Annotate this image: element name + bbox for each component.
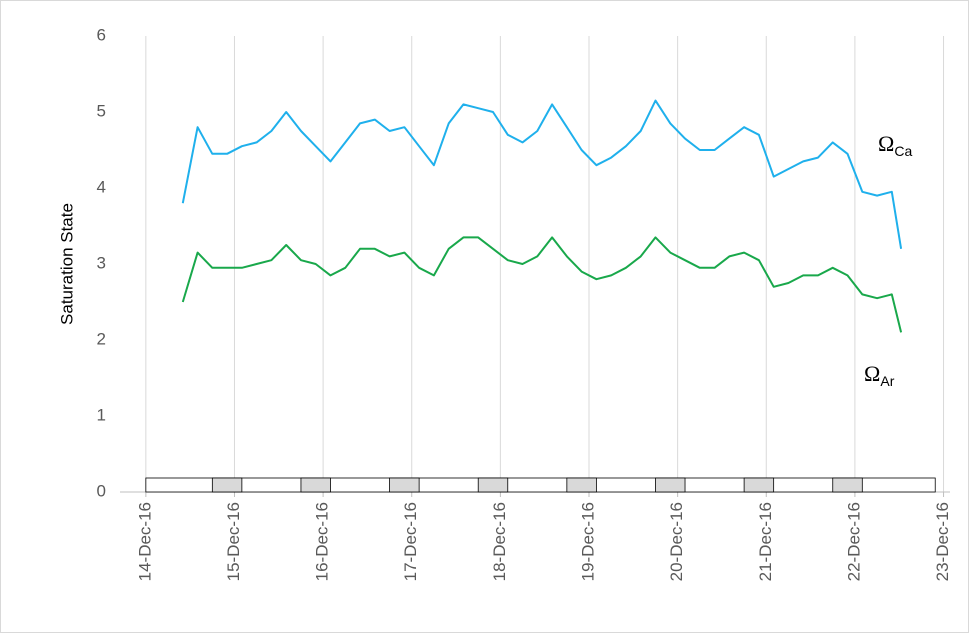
- night-box: [832, 477, 863, 493]
- annotation-symbol: Ω: [878, 131, 894, 156]
- y-tick-label: 2: [97, 329, 106, 348]
- night-box: [211, 477, 243, 493]
- night-box: [300, 477, 331, 493]
- y-tick-label: 3: [97, 253, 106, 272]
- night-box: [655, 477, 686, 493]
- annotation: ΩCa: [878, 131, 912, 159]
- y-tick-label: 0: [97, 481, 106, 500]
- annotation-subscript: Ca: [894, 143, 912, 159]
- night-box: [477, 477, 509, 493]
- annotation: ΩAr: [864, 361, 895, 389]
- y-tick-label: 5: [97, 101, 106, 120]
- y-tick-label: 4: [97, 177, 106, 196]
- y-tick-label: 6: [97, 25, 106, 44]
- x-tick-label: 19-Dec-16: [578, 502, 597, 581]
- night-box: [389, 477, 420, 493]
- x-tick-label: 21-Dec-16: [756, 502, 775, 581]
- night-box: [743, 477, 775, 493]
- x-tick-label: 15-Dec-16: [224, 502, 243, 581]
- y-tick-label: 1: [97, 405, 106, 424]
- light-bar: [145, 477, 936, 493]
- x-tick-label: 22-Dec-16: [844, 502, 863, 581]
- x-tick-label: 23-Dec-16: [933, 502, 952, 581]
- annotation-subscript: Ar: [880, 373, 894, 389]
- x-tick-label: 18-Dec-16: [490, 502, 509, 581]
- series-line: [181, 99, 903, 249]
- x-tick-label: 14-Dec-16: [135, 502, 154, 581]
- x-tick-label: 17-Dec-16: [401, 502, 420, 581]
- series-line: [181, 236, 903, 333]
- y-axis-label: Saturation State: [57, 203, 76, 325]
- x-tick-label: 20-Dec-16: [667, 502, 686, 581]
- x-tick-label: 16-Dec-16: [313, 502, 332, 581]
- night-box: [566, 477, 597, 493]
- annotation-symbol: Ω: [864, 361, 880, 386]
